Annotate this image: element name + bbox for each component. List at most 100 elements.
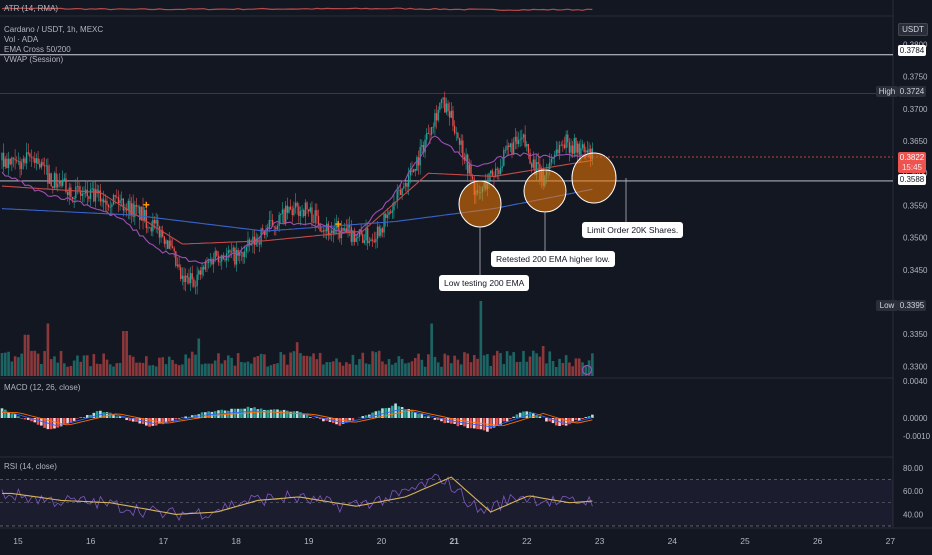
rsi-label[interactable]: RSI (14, close) <box>4 462 57 472</box>
volume-bar <box>217 353 220 376</box>
candle-body <box>319 225 320 231</box>
candle-body <box>265 231 266 235</box>
volume-bar <box>263 354 266 376</box>
volume-bar <box>122 331 125 376</box>
price-tick-label: 0.3550 <box>903 201 928 210</box>
rsi-tick-label: 40.00 <box>903 510 924 519</box>
candle-body <box>303 210 304 216</box>
candle-body <box>88 196 89 198</box>
candle-body <box>44 165 45 166</box>
candle-body <box>421 145 422 147</box>
volume-bar <box>70 366 73 376</box>
candle-body <box>269 220 270 228</box>
time-tick-label: 21 <box>449 536 459 546</box>
candle-body <box>429 134 430 135</box>
annotation-retest[interactable]: Retested 200 EMA higher low. <box>491 251 615 267</box>
candle-body <box>67 192 68 195</box>
volume-bar <box>214 361 217 376</box>
volume-bar <box>234 366 237 376</box>
volume-bar <box>466 354 469 376</box>
candle-body <box>492 170 493 176</box>
annotation-limit[interactable]: Limit Order 20K Shares. <box>582 222 683 238</box>
volume-bar <box>115 363 118 376</box>
macd-label[interactable]: MACD (12, 26, close) <box>4 383 80 393</box>
indicator-vol[interactable]: Vol · ADA <box>4 35 38 45</box>
candle-body <box>198 271 199 275</box>
atr-line <box>2 8 592 11</box>
candle-body <box>228 250 229 253</box>
candle-body <box>259 243 260 245</box>
candle-body <box>401 188 402 195</box>
volume-bar <box>476 359 479 376</box>
volume-bar <box>342 366 345 376</box>
price-tick-label: 0.3700 <box>903 105 928 114</box>
candle-body <box>305 203 306 217</box>
candle-body <box>449 111 450 117</box>
currency-button[interactable]: USDT <box>898 23 928 36</box>
macd-histogram-bar <box>266 410 269 418</box>
volume-bar <box>506 351 509 376</box>
volume-bar <box>171 360 174 376</box>
volume-bar <box>381 361 384 376</box>
volume-bar <box>227 355 230 376</box>
indicator-vwap[interactable]: VWAP (Session) <box>4 55 63 65</box>
candle-body <box>520 139 521 140</box>
candle-body <box>90 189 91 198</box>
macd-histogram-bar <box>545 418 548 421</box>
candle-body <box>315 210 316 223</box>
indicator-ema[interactable]: EMA Cross 50/200 <box>4 45 71 55</box>
candle-body <box>111 204 112 207</box>
volume-bar <box>66 367 69 376</box>
candle-body <box>324 230 325 231</box>
candle-body <box>6 159 7 168</box>
candle-body <box>572 146 573 154</box>
macd-histogram-bar <box>53 418 56 428</box>
macd-histogram-bar <box>584 417 587 418</box>
volume-bar <box>388 359 391 376</box>
volume-bar <box>548 351 551 376</box>
candle-body <box>523 134 524 137</box>
candle-body <box>23 159 24 163</box>
candle-body <box>114 195 115 196</box>
volume-bar <box>558 359 561 376</box>
macd-histogram-bar <box>37 418 40 425</box>
candle-body <box>428 133 429 134</box>
candle-body <box>313 222 314 223</box>
candle-body <box>344 228 345 230</box>
volume-bar <box>286 365 289 376</box>
candle-body <box>110 207 111 208</box>
macd-histogram-bar <box>427 416 430 418</box>
volume-bar <box>447 355 450 376</box>
candle-body <box>39 164 40 167</box>
volume-bar <box>53 356 56 376</box>
candle-body <box>406 183 407 187</box>
candle-body <box>290 207 291 210</box>
volume-bar <box>289 353 292 376</box>
volume-bar <box>83 355 86 376</box>
candle-body <box>229 250 230 252</box>
volume-bar <box>460 364 463 376</box>
macd-histogram-bar <box>276 409 279 418</box>
candle-body <box>521 137 522 139</box>
volume-bar <box>545 363 548 376</box>
symbol-line[interactable]: Cardano / USDT, 1h, MEXC <box>4 25 103 35</box>
volume-bar <box>522 351 525 376</box>
volume-bar <box>201 364 204 376</box>
volume-bar <box>33 351 36 376</box>
volume-bar <box>568 362 571 376</box>
candle-body <box>119 200 120 203</box>
candle-body <box>505 150 506 151</box>
macd-histogram-bar <box>1 408 4 418</box>
volume-bar <box>155 366 158 376</box>
volume-bar <box>60 351 63 376</box>
macd-histogram-bar <box>348 418 351 420</box>
candle-body <box>403 186 404 188</box>
candle-body <box>400 190 401 195</box>
annotation-low-test[interactable]: Low testing 200 EMA <box>439 275 529 291</box>
candle-body <box>218 256 219 262</box>
volume-bar <box>50 359 53 376</box>
candle-body <box>585 150 586 152</box>
volume-bar <box>283 355 286 376</box>
highlight-circle-1 <box>524 170 566 212</box>
